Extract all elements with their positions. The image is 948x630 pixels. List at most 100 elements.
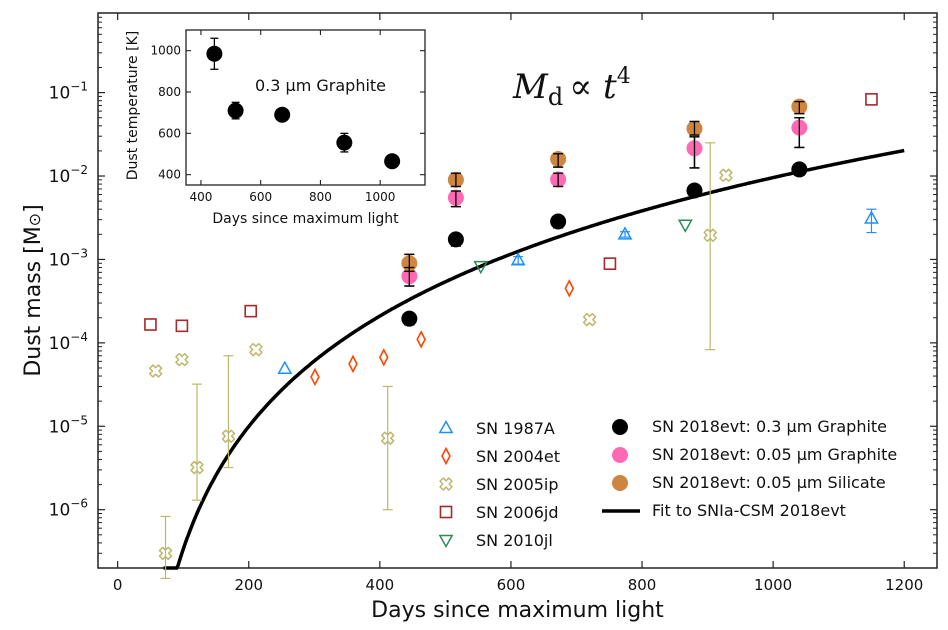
annotation-sub: d (548, 83, 563, 111)
data-point (348, 354, 358, 374)
data-point (378, 348, 389, 367)
data-point (473, 260, 489, 275)
annotation-exp: 4 (617, 64, 631, 89)
inset-plot: 400 600 800 1000 400 600 800 1000 Days since m… (125, 29, 426, 227)
data-point (582, 312, 597, 327)
fit-curve (163, 148, 905, 570)
data-point (175, 352, 189, 367)
inset-data-point (227, 102, 244, 119)
y-tick-base: 10 (49, 417, 71, 437)
main-plot: 0 200 400 600 800 1000 1200 10−610−510−410−310… (21, 12, 938, 623)
y-tick-base: 10 (49, 250, 71, 270)
y-axis-label-close: ] (21, 204, 46, 213)
legend-marker (439, 477, 453, 491)
inset-y-tick-label: 1000 (150, 44, 181, 58)
annotation-rel: ∝ t (569, 67, 617, 107)
legend-item-sn-2004et: SN 2004et (441, 446, 560, 466)
data-point (144, 318, 157, 331)
data-point (175, 319, 189, 333)
y-tick-base: 10 (49, 167, 71, 187)
inset-x-tick-label: 600 (249, 190, 272, 204)
sun-symbol: ⊙ (25, 213, 44, 226)
inset-annotation: 0.3 µm Graphite (255, 76, 386, 95)
legend-item-sn-2018evt-0-3-m-graphite: SN 2018evt: 0.3 µm Graphite (612, 417, 887, 436)
inset-x-axis-label: Days since maximum light (212, 211, 399, 227)
data-point (249, 342, 263, 357)
data-point (277, 360, 293, 374)
data-point (158, 546, 173, 561)
main-y-ticks: 10−610−510−410−310−210−1 (49, 12, 937, 569)
x-tick-label: 400 (366, 576, 395, 594)
y-tick-label: 10−6 (49, 497, 88, 521)
legend-marker (438, 419, 454, 434)
series-sn-2004et (310, 279, 575, 387)
data-point (863, 210, 879, 224)
main-x-ticks: 0 200 400 600 800 1000 1200 (113, 13, 923, 594)
legend-item-sn-2010jl: SN 2010jl (438, 531, 553, 550)
series-sn-2010jl (473, 219, 693, 275)
y-tick-label: 10−5 (49, 413, 88, 437)
power-law-annotation: Md ∝ t4 (512, 64, 631, 111)
data-point (719, 168, 733, 183)
y-tick-base: 10 (49, 501, 71, 521)
series-sn-2018evt-0-3-m-graphite (401, 161, 808, 327)
legend-label: SN 2010jl (476, 531, 553, 550)
data-point (244, 304, 258, 318)
y-axis-label-text: Dust mass [M (21, 226, 46, 376)
data-point (677, 219, 693, 233)
legend-marker (612, 419, 628, 435)
x-tick-label: 1200 (885, 576, 923, 594)
inset-y-ticks: 400 600 800 1000 (150, 44, 425, 182)
legend-label: SN 2018evt: 0.05 µm Graphite (652, 445, 897, 464)
legend-item-fit: Fit to SNIa-CSM 2018evt (602, 501, 846, 520)
inset-y-tick-label: 400 (158, 168, 181, 182)
legend-item-sn-1987a: SN 1987A (438, 419, 555, 438)
y-tick-exponent: −4 (70, 330, 88, 344)
y-tick-exponent: −6 (70, 497, 88, 511)
legend-marker (612, 475, 628, 491)
fit-curve-group (163, 148, 905, 570)
y-axis-label: Dust mass [M⊙] (21, 204, 46, 376)
inset-x-tick-label: 800 (309, 190, 332, 204)
data-point (310, 367, 320, 387)
legend-item-sn-2018evt-0-05-m-silicate: SN 2018evt: 0.05 µm Silicate (612, 473, 886, 492)
data-point (416, 330, 426, 349)
x-axis-label: Days since maximum light (371, 598, 664, 623)
legend-label: SN 2018evt: 0.05 µm Silicate (652, 473, 886, 492)
legend-marker (438, 534, 454, 549)
legend-label: SN 1987A (476, 419, 555, 438)
legend-item-sn-2018evt-0-05-m-graphite: SN 2018evt: 0.05 µm Graphite (612, 445, 897, 464)
y-tick-label: 10−1 (49, 80, 88, 104)
data-point (221, 429, 236, 443)
legend-label: Fit to SNIa-CSM 2018evt (652, 501, 846, 520)
legend-label: SN 2005ip (476, 475, 559, 494)
data-point (148, 364, 163, 378)
inset-data-point (384, 153, 401, 170)
inset-data-point (274, 106, 291, 123)
y-tick-exponent: −2 (70, 163, 88, 177)
legend-item-sn-2005ip: SN 2005ip (439, 475, 559, 494)
data-point (617, 226, 633, 240)
legend-marker (439, 505, 453, 519)
y-tick-label: 10−3 (49, 246, 88, 270)
legend-label: SN 2006jd (476, 503, 559, 522)
inset-y-axis-label: Dust temperature [K] (125, 31, 141, 180)
x-tick-label: 800 (628, 576, 657, 594)
y-tick-base: 10 (49, 334, 71, 354)
data-point (380, 431, 395, 445)
legend-marker (441, 446, 451, 466)
series-sn-2005ip (148, 142, 733, 580)
legend-label: SN 2018evt: 0.3 µm Graphite (652, 417, 887, 436)
x-tick-label: 600 (497, 576, 526, 594)
legend-label: SN 2004et (476, 447, 560, 466)
main-plot-frame (97, 12, 938, 569)
x-tick-label: 200 (234, 576, 263, 594)
legend-item-sn-2006jd: SN 2006jd (439, 503, 559, 522)
y-tick-label: 10−2 (49, 163, 88, 187)
inset-frame (185, 29, 426, 186)
series-sn-1987a (277, 208, 879, 374)
data-point (603, 257, 617, 270)
y-tick-exponent: −1 (70, 80, 88, 94)
y-tick-base: 10 (49, 84, 71, 104)
